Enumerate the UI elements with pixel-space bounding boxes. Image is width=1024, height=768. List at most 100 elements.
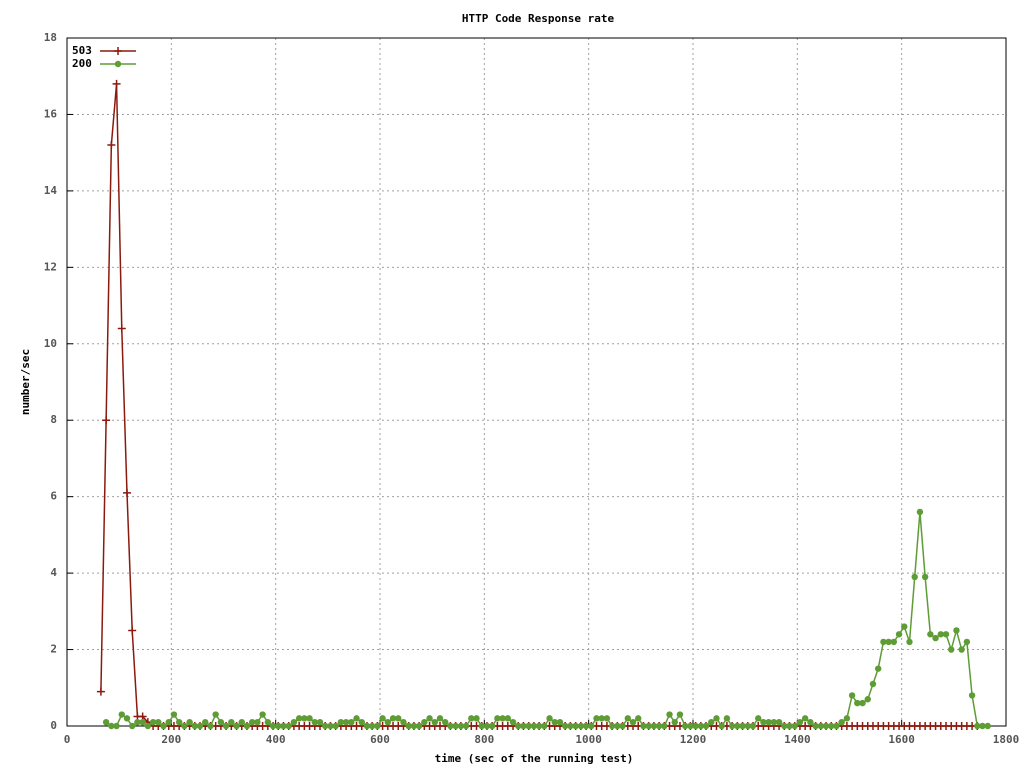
point	[927, 631, 934, 638]
point	[525, 722, 532, 730]
point	[144, 722, 152, 730]
y-tick-label: 10	[44, 337, 57, 350]
point	[128, 626, 137, 635]
y-axis-label: number/sec	[19, 349, 32, 415]
point	[974, 722, 981, 730]
point	[614, 722, 621, 730]
point	[353, 715, 360, 722]
x-tick-label: 0	[64, 733, 71, 746]
point	[692, 722, 699, 730]
point	[963, 638, 971, 646]
chart-title: HTTP Code Response rate	[462, 12, 615, 25]
legend-label: 200	[72, 57, 92, 70]
point	[207, 722, 214, 730]
point	[259, 711, 266, 718]
point	[280, 722, 287, 730]
y-tick-label: 18	[44, 31, 57, 44]
point	[322, 722, 329, 730]
point	[593, 715, 600, 722]
point	[410, 722, 418, 730]
legend-marker	[114, 60, 122, 68]
point	[118, 711, 125, 718]
point	[916, 508, 924, 516]
point	[191, 722, 199, 730]
point	[520, 722, 527, 730]
point	[483, 722, 491, 730]
point	[186, 718, 193, 726]
point	[269, 722, 277, 730]
point	[702, 722, 710, 730]
y-tick-label: 0	[50, 719, 57, 732]
y-tick-label: 12	[44, 260, 57, 273]
point	[671, 718, 678, 726]
point	[342, 718, 350, 726]
x-tick-label: 800	[474, 733, 494, 746]
point	[96, 687, 105, 696]
point	[968, 692, 976, 699]
point	[687, 722, 694, 730]
point	[405, 722, 412, 730]
point	[755, 715, 762, 722]
point	[911, 573, 918, 581]
point	[332, 722, 339, 730]
point	[134, 718, 141, 726]
point	[948, 646, 955, 653]
x-tick-label: 200	[161, 733, 181, 746]
point	[708, 718, 715, 726]
point	[295, 715, 303, 722]
point	[374, 722, 381, 730]
point	[541, 722, 548, 730]
point	[415, 722, 423, 730]
point	[561, 722, 569, 730]
point	[546, 715, 553, 722]
point	[248, 718, 256, 726]
point	[807, 718, 814, 726]
point	[452, 722, 459, 730]
point	[582, 722, 590, 730]
point	[117, 324, 126, 333]
point	[457, 722, 465, 730]
point	[243, 722, 251, 730]
point	[697, 722, 705, 730]
point	[979, 722, 986, 730]
point	[149, 718, 157, 726]
point	[431, 718, 438, 726]
point	[155, 718, 162, 726]
point	[624, 715, 631, 722]
point	[400, 718, 407, 726]
point	[170, 711, 178, 718]
plot-frame	[66, 37, 1007, 727]
point	[421, 718, 428, 726]
point	[718, 722, 725, 730]
point	[113, 722, 120, 730]
point	[661, 722, 668, 730]
point	[160, 722, 167, 730]
point	[275, 722, 282, 730]
x-tick-label: 1400	[784, 733, 811, 746]
point	[739, 722, 746, 730]
point	[504, 715, 512, 722]
point	[107, 141, 116, 150]
point	[311, 718, 318, 726]
point	[102, 416, 111, 425]
point	[921, 573, 929, 581]
point	[817, 722, 825, 730]
point	[864, 696, 871, 703]
point	[478, 722, 485, 730]
point	[650, 722, 658, 730]
series-line	[100, 83, 978, 727]
point	[181, 722, 188, 730]
point	[781, 722, 788, 730]
point	[932, 634, 939, 642]
x-tick-label: 1200	[680, 733, 707, 746]
point	[577, 722, 585, 730]
point	[530, 722, 538, 730]
point	[744, 722, 751, 730]
point	[112, 79, 121, 88]
point	[426, 715, 433, 722]
y-tick-label: 14	[44, 184, 58, 197]
x-tick-label: 600	[370, 733, 390, 746]
point	[572, 722, 579, 730]
point	[264, 718, 272, 726]
point	[713, 715, 720, 722]
